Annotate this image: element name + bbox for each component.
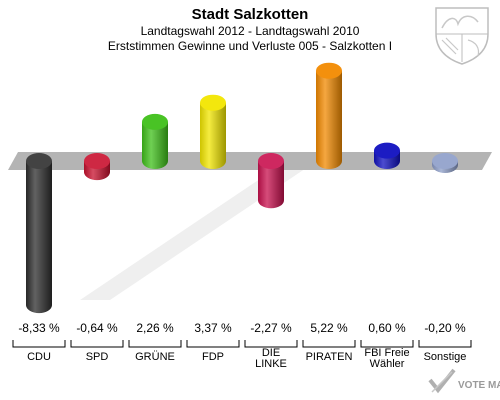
category-bracket [302,340,356,348]
bar-gr-ne [142,113,168,169]
category-bracket [128,340,182,348]
logo-text: VOTE MANAGER [458,380,500,391]
value-label: -8,33 % [18,321,60,335]
category-label: SPD [86,351,109,363]
category-bracket [12,340,66,348]
bar-piraten [316,62,342,169]
value-label: 5,22 % [310,321,348,335]
checkmark-icon [428,368,456,394]
value-label: -0,64 % [76,321,118,335]
value-labels: -8,33 % -0,64 % 2,26 % 3,37 % -2,27 % 5,22 % 0… [18,321,466,335]
chart-description: Erststimmen Gewinne und Verluste 005 - S… [108,39,392,53]
bar-spd [84,153,110,181]
value-label: 2,26 % [136,321,174,335]
bar-cdu [26,153,52,314]
category-label: Wähler [370,358,405,370]
backdrop-shadow [80,152,330,300]
category-bracket [418,340,472,348]
category-label: FDP [202,351,224,363]
category-bracket [186,340,240,348]
category-label: GRÜNE [135,351,175,363]
value-label: 0,60 % [368,321,406,335]
value-label: -2,27 % [250,321,292,335]
bar-die-linke [258,153,284,209]
category-bracket [360,340,414,348]
coat-of-arms-icon [435,7,489,65]
chart-subtitle: Landtagswahl 2012 - Landtagswahl 2010 [141,24,360,38]
category-label: Sonstige [424,351,467,363]
value-label: -0,20 % [424,321,466,335]
category-bracket [244,340,298,348]
vote-manager-logo: VOTE MANAGER [428,368,500,394]
value-label: 3,37 % [194,321,232,335]
category-label: DIE [262,347,280,359]
category-label: PIRATEN [306,351,353,363]
bar-sonstige [432,153,458,173]
chart-title: Stadt Salzkotten [192,6,309,23]
baseline-shadow-band [8,152,492,170]
category-label: LINKE [255,358,287,370]
category-bracket [70,340,124,348]
category-label: CDU [27,351,51,363]
category-label: FBI Freie [364,347,409,359]
bars [8,62,492,314]
bar-fdp [200,94,226,169]
bar-fbi-freie-w-hler [374,142,400,169]
